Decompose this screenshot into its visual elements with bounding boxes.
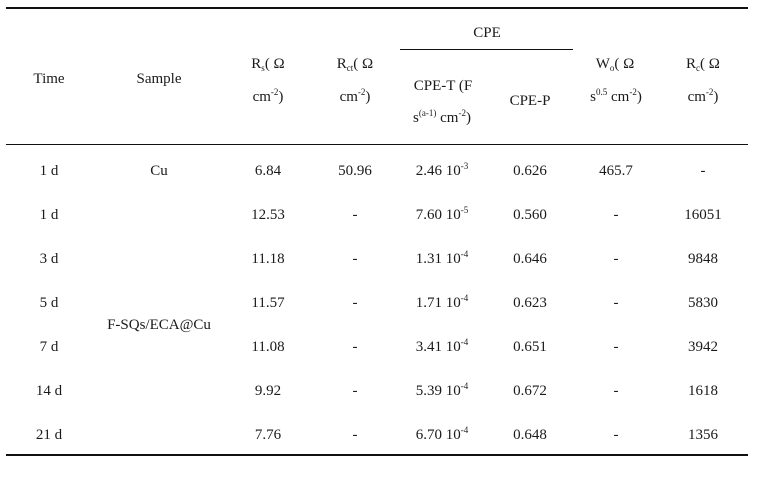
cell-rct: -	[352, 251, 358, 267]
cell-time: 21 d	[35, 427, 63, 443]
header-cpe-group: CPE	[473, 25, 501, 41]
cell-cpe-p: 0.651	[513, 339, 547, 355]
cell-rc: -	[700, 163, 706, 179]
cell-rc: 5830	[688, 295, 718, 311]
cell-cpe-t: 1.31 10-4	[415, 249, 469, 267]
cpe-group-rule	[400, 49, 573, 50]
cell-rct: -	[352, 339, 358, 355]
cell-cpe-t: 6.70 10-4	[415, 425, 469, 443]
cell-cpe-t: 2.46 10-3	[415, 161, 469, 179]
top-rule	[6, 7, 748, 9]
cell-wo: -	[613, 339, 619, 355]
cell-rs: 11.57	[251, 295, 285, 311]
cell-cpe-p: 0.646	[513, 251, 547, 267]
cell-cpe-p: 0.672	[513, 383, 547, 399]
cell-rc: 16051	[684, 207, 722, 223]
cell-time: 3 d	[39, 251, 59, 267]
header-time: Time	[33, 71, 65, 87]
cell-rct: -	[352, 295, 358, 311]
cell-rs: 12.53	[251, 207, 285, 223]
header-wo-unit: s0.5 cm-2)	[590, 87, 642, 105]
header-rct-unit: cm-2)	[339, 87, 371, 105]
header-sample: Sample	[136, 71, 182, 87]
cell-cpe-t: 1.71 10-4	[415, 293, 469, 311]
cell-wo: 465.7	[599, 163, 633, 179]
cell-rct: -	[352, 383, 358, 399]
cell-time: 1 d	[39, 163, 59, 179]
cell-cpe-t: 3.41 10-4	[415, 337, 469, 355]
header-rc-unit: cm-2)	[687, 87, 719, 105]
cell-cpe-t: 5.39 10-4	[415, 381, 469, 399]
header-cpe-t: CPE-T (F	[413, 78, 473, 94]
cell-rs: 11.08	[251, 339, 285, 355]
cell-time: 14 d	[35, 383, 63, 399]
header-wo: Wo( Ω	[595, 56, 635, 73]
cell-rct: 50.96	[338, 163, 372, 179]
bottom-rule	[6, 454, 748, 456]
cell-wo: -	[613, 383, 619, 399]
cell-rc: 9848	[688, 251, 718, 267]
sample-cu: Cu	[150, 163, 168, 179]
cell-cpe-t: 7.60 10-5	[415, 205, 469, 223]
cell-rct: -	[352, 427, 358, 443]
cell-rs: 7.76	[254, 427, 282, 443]
cell-rs: 9.92	[254, 383, 282, 399]
cell-wo: -	[613, 295, 619, 311]
cell-rc: 3942	[688, 339, 718, 355]
header-rs: Rs( Ω	[251, 56, 285, 73]
cell-cpe-p: 0.560	[513, 207, 547, 223]
cell-cpe-p: 0.626	[513, 163, 547, 179]
cell-rc: 1356	[688, 427, 718, 443]
cell-time: 5 d	[39, 295, 59, 311]
header-rs-unit: cm-2)	[252, 87, 284, 105]
cell-rs: 6.84	[254, 163, 282, 179]
cell-cpe-p: 0.623	[513, 295, 547, 311]
header-rc: Rc( Ω	[686, 56, 720, 73]
header-cpe-p: CPE-P	[509, 93, 551, 109]
sample-fsq: F-SQs/ECA@Cu	[107, 317, 211, 333]
cell-rs: 11.18	[251, 251, 285, 267]
header-rct: Rct( Ω	[336, 56, 374, 73]
cell-rct: -	[352, 207, 358, 223]
cell-wo: -	[613, 207, 619, 223]
header-cpe-t-unit: s(a-1) cm-2)	[413, 108, 471, 126]
cell-cpe-p: 0.648	[513, 427, 547, 443]
cell-time: 1 d	[39, 207, 59, 223]
cell-time: 7 d	[39, 339, 59, 355]
cell-rc: 1618	[688, 383, 718, 399]
cell-wo: -	[613, 427, 619, 443]
header-bottom-rule	[6, 144, 748, 145]
cell-wo: -	[613, 251, 619, 267]
